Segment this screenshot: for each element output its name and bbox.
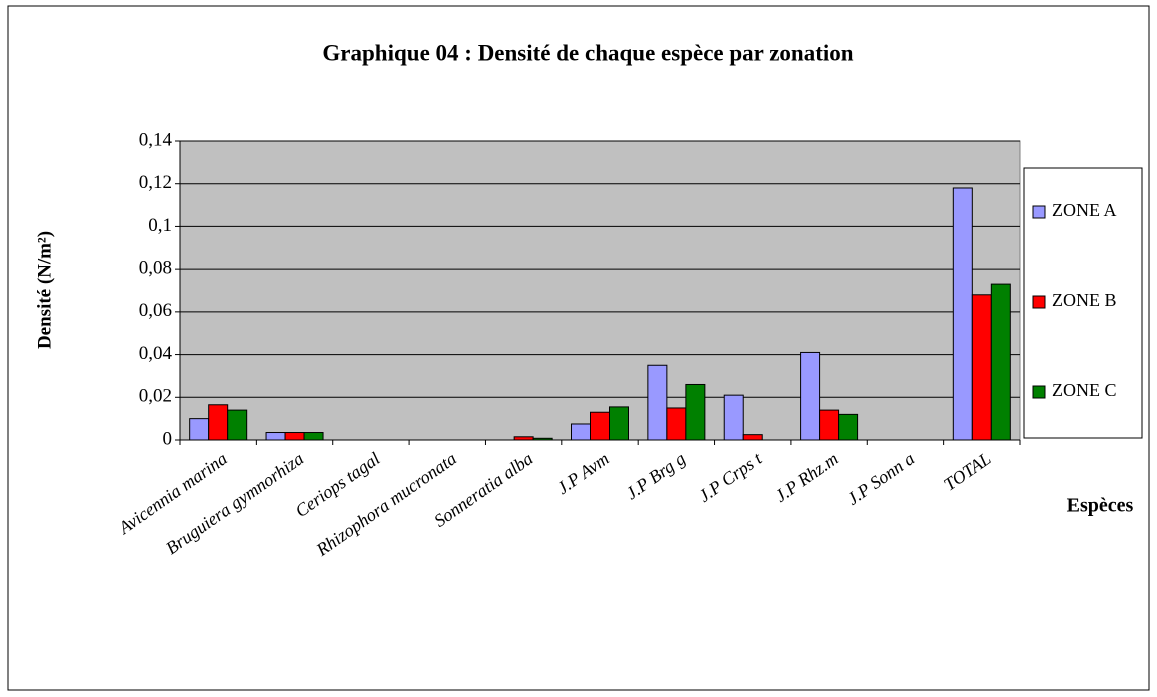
legend-swatch (1032, 385, 1046, 399)
bar (571, 423, 591, 441)
bar (952, 187, 973, 441)
y-tick-label: 0,04 (139, 343, 173, 364)
chart-title: Graphique 04 : Densité de chaque espèce … (322, 40, 853, 65)
bar (513, 436, 534, 441)
bar (208, 404, 229, 441)
bar (647, 364, 668, 441)
bar (838, 413, 859, 441)
legend-swatch (1032, 295, 1046, 309)
y-tick-label: 0,02 (139, 386, 172, 407)
bar (590, 411, 610, 441)
bar (227, 409, 248, 441)
y-tick-label: 0,14 (139, 129, 173, 150)
legend-label: ZONE A (1052, 200, 1117, 220)
bar (303, 432, 324, 441)
y-tick-label: 0,08 (139, 258, 172, 279)
legend-label: ZONE C (1052, 380, 1117, 400)
y-tick-label: 0,12 (139, 172, 172, 193)
bar (971, 294, 992, 441)
bar (189, 418, 210, 441)
bar (742, 434, 763, 441)
bar (723, 394, 744, 441)
bar (990, 283, 1011, 441)
bar (265, 432, 286, 441)
y-tick-label: 0,06 (139, 300, 172, 321)
bar (284, 432, 305, 441)
bar (609, 406, 629, 441)
bar (819, 409, 840, 441)
y-tick-label: 0,1 (148, 215, 172, 236)
y-axis-title: Densité (N/m²) (34, 231, 55, 349)
bar (666, 407, 687, 441)
legend-label: ZONE B (1052, 290, 1117, 310)
bar (800, 351, 821, 441)
bar (685, 383, 706, 441)
y-tick-label: 0 (163, 428, 173, 449)
legend-swatch (1032, 205, 1046, 219)
bar (532, 437, 553, 441)
plot-area (179, 140, 1021, 441)
x-axis-title: Espèces (1067, 495, 1134, 517)
